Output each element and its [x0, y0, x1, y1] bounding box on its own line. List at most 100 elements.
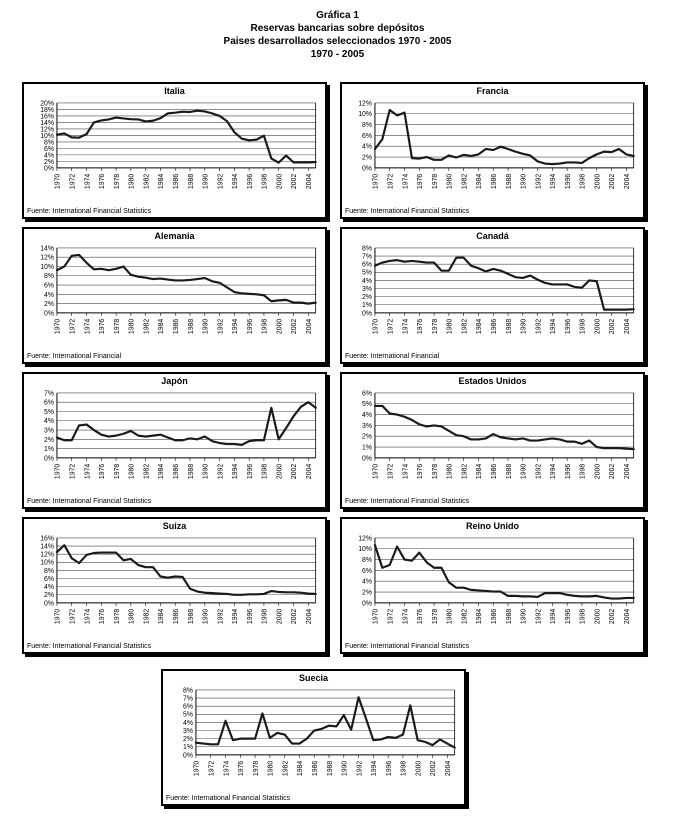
x-axis-tick-label: 1974 [84, 173, 91, 188]
y-axis-tick-label: 3% [44, 427, 54, 434]
charts-grid: Italia 0% 2% 4% 6% 8% 10% 12% 14% 16% 18% 20% 1970 19… [0, 82, 675, 806]
y-axis-tick-label: 16% [40, 535, 54, 542]
x-axis-tick-label: 1990 [521, 463, 528, 478]
y-axis-tick-label: 16% [40, 113, 54, 120]
x-axis-tick-label: 1996 [565, 608, 572, 623]
x-axis-tick-label: 2000 [276, 608, 283, 623]
x-axis-tick-label: 1980 [447, 318, 454, 333]
x-axis-tick-label: 1986 [491, 608, 498, 623]
y-axis-tick-label: 12% [358, 100, 372, 107]
chart-row: Italia 0% 2% 4% 6% 8% 10% 12% 14% 16% 18% 20% 1970 19… [22, 82, 675, 219]
x-axis-tick-label: 2004 [445, 760, 452, 775]
x-axis-tick-label: 1980 [447, 173, 454, 188]
x-axis-tick-label: 1996 [565, 318, 572, 333]
x-axis-tick-label: 1988 [506, 463, 513, 478]
data-series-line [55, 109, 317, 164]
y-axis-tick-label: 6% [362, 568, 372, 575]
x-axis-tick-label: 1974 [402, 463, 409, 478]
x-axis-tick-label: 2002 [609, 173, 616, 188]
x-axis-tick-label: 1998 [401, 760, 408, 775]
y-axis-tick-label: 10% [358, 546, 372, 553]
x-axis-tick-label: 1982 [461, 608, 468, 623]
x-axis-tick-label: 1972 [208, 760, 215, 775]
x-axis-tick-label: 1990 [203, 173, 210, 188]
chart-source-label: Fuente: International Financial Statisti… [27, 498, 152, 505]
x-axis-tick-label: 1992 [217, 463, 224, 478]
y-axis-tick-label: 4% [362, 412, 372, 419]
x-axis-tick-label: 1996 [565, 463, 572, 478]
x-axis-tick-label: 1980 [129, 173, 136, 188]
chart-title: Alemania [154, 231, 195, 241]
x-axis-tick-label: 1988 [506, 173, 513, 188]
x-axis-tick-label: 2004 [306, 173, 313, 188]
x-axis-tick-label: 2002 [609, 318, 616, 333]
x-axis-tick-label: 1986 [173, 463, 180, 478]
chart-alemania: Alemania 0% 2% 4% 6% 8% 10% 12% 14% 1970 1972 1974 1… [22, 227, 327, 364]
x-axis-tick-label: 1990 [203, 463, 210, 478]
x-axis-tick-label: 1994 [550, 173, 557, 188]
figure-title-block: Gráfica 1 Reservas bancarias sobre depós… [0, 0, 675, 61]
data-series-line [373, 404, 635, 451]
x-axis-tick-label: 1988 [506, 608, 513, 623]
chart-source-label: Fuente: International Financial [27, 353, 122, 360]
x-axis-tick-label: 1988 [188, 173, 195, 188]
x-axis-tick-label: 2004 [624, 173, 631, 188]
x-axis-tick-label: 2002 [291, 463, 298, 478]
x-axis-tick-label: 1976 [417, 318, 424, 333]
x-axis-tick-label: 1992 [217, 173, 224, 188]
data-series-line [373, 108, 635, 165]
x-axis-tick-label: 1980 [447, 608, 454, 623]
x-axis-tick-label: 1974 [84, 463, 91, 478]
x-axis-tick-label: 2000 [415, 760, 422, 775]
y-axis-tick-label: 12% [358, 535, 372, 542]
chart-source-label: Fuente: International Financial Statisti… [345, 643, 470, 650]
x-axis-tick-label: 1996 [247, 463, 254, 478]
chart-suiza: Suiza 0% 2% 4% 6% 8% 10% 12% 14% 16% 1970 1972 1974 1… [22, 517, 327, 654]
x-axis-tick-label: 1982 [143, 173, 150, 188]
chart-reino-unido: Reino Unido 0% 2% 4% 6% 8% 10% 12% 1970 1972 1974 1… [340, 517, 645, 654]
y-axis-tick-label: 12% [40, 126, 54, 133]
x-axis-tick-label: 1978 [114, 318, 121, 333]
chart-plot: 0%1%2%3%4%5% 6%7%8% 1970 1972 1974 1976 1978 19… [183, 687, 456, 776]
x-axis-tick-label: 1986 [491, 173, 498, 188]
y-axis-tick-label: 0% [183, 752, 193, 759]
x-axis-tick-label: 1972 [387, 318, 394, 333]
x-axis-tick-label: 2002 [430, 760, 437, 775]
x-axis-tick-label: 1994 [550, 463, 557, 478]
x-axis-tick-label: 1974 [84, 608, 91, 623]
data-series-line [373, 543, 635, 600]
figure-period: 1970 - 2005 [310, 49, 365, 60]
x-axis-tick-label: 1990 [203, 608, 210, 623]
x-axis-tick-label: 1990 [521, 608, 528, 623]
x-axis-tick-label: 1992 [535, 173, 542, 188]
y-axis-tick-label: 6% [44, 399, 54, 406]
x-axis-tick-label: 1984 [158, 318, 165, 333]
y-axis-tick-label: 14% [40, 245, 54, 252]
x-axis-tick-label: 1980 [129, 318, 136, 333]
y-axis-tick-label: 4% [44, 292, 54, 299]
y-axis-tick-label: 8% [183, 687, 193, 694]
x-axis-tick-label: 1972 [387, 173, 394, 188]
y-axis-tick-label: 8% [44, 139, 54, 146]
chart-title: Reino Unido [466, 521, 519, 531]
x-axis-tick-label: 1974 [402, 608, 409, 623]
x-axis-tick-label: 2000 [594, 463, 601, 478]
y-axis-tick-label: 2% [362, 294, 372, 301]
chart-estados-unidos: Estados Unidos 0% 1% 2% 3% 4% 5% 6% 1970 1972 1974… [340, 372, 645, 509]
chart-source-label: Fuente: International Financial Statisti… [166, 795, 291, 802]
x-axis-tick-label: 1984 [476, 463, 483, 478]
x-axis-tick-label: 1992 [535, 608, 542, 623]
y-axis-tick-label: 7% [362, 253, 372, 260]
y-axis-tick-label: 6% [362, 261, 372, 268]
x-axis-tick-label: 1970 [373, 463, 380, 478]
y-axis-tick-label: 2% [44, 159, 54, 166]
data-series-line [55, 400, 317, 446]
x-axis-tick-label: 1986 [173, 173, 180, 188]
x-axis-tick-label: 1982 [461, 318, 468, 333]
x-axis-tick-label: 1974 [223, 760, 230, 775]
x-axis-tick-label: 1978 [114, 608, 121, 623]
x-axis-tick-label: 1970 [373, 608, 380, 623]
chart-title: Francia [476, 86, 509, 96]
x-axis-tick-label: 1988 [188, 463, 195, 478]
